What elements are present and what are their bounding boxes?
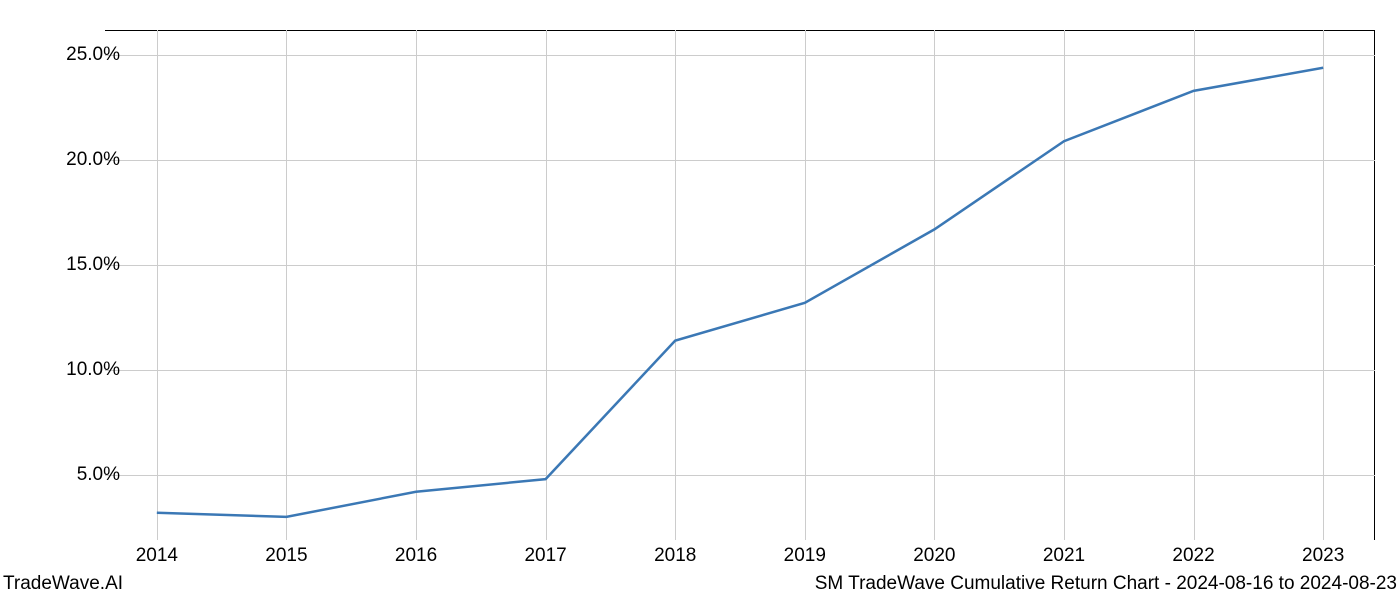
x-tick-label: 2016 xyxy=(395,545,437,567)
x-tick-label: 2014 xyxy=(136,545,178,567)
x-tick-label: 2018 xyxy=(654,545,696,567)
y-tick-label: 25.0% xyxy=(66,44,120,66)
chart-plot-area xyxy=(105,30,1375,540)
y-tick-label: 20.0% xyxy=(66,149,120,171)
x-tick-label: 2022 xyxy=(1172,545,1214,567)
y-tick-label: 10.0% xyxy=(66,359,120,381)
x-tick-label: 2023 xyxy=(1302,545,1344,567)
footer-brand: TradeWave.AI xyxy=(3,573,123,595)
x-tick-label: 2021 xyxy=(1043,545,1085,567)
x-tick-label: 2019 xyxy=(784,545,826,567)
x-tick-label: 2015 xyxy=(265,545,307,567)
x-tick-label: 2020 xyxy=(913,545,955,567)
x-tick-label: 2017 xyxy=(524,545,566,567)
y-tick-label: 15.0% xyxy=(66,254,120,276)
line-series xyxy=(105,30,1375,540)
footer-caption: SM TradeWave Cumulative Return Chart - 2… xyxy=(815,573,1397,595)
y-tick-label: 5.0% xyxy=(77,464,120,486)
